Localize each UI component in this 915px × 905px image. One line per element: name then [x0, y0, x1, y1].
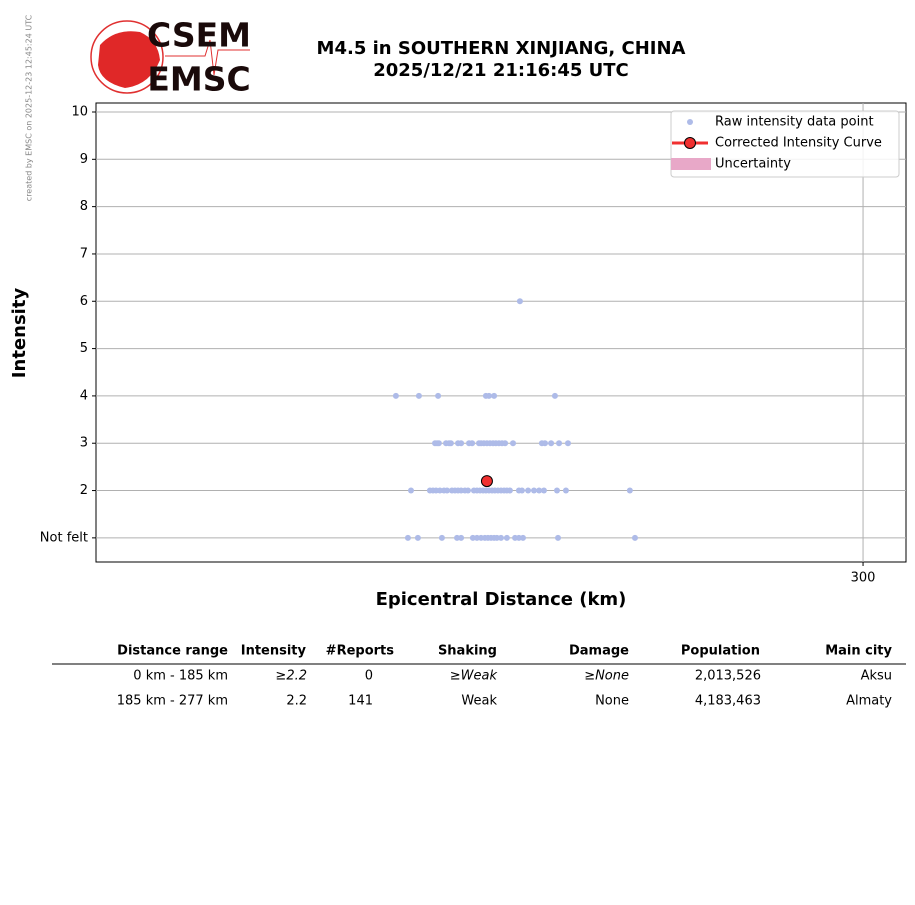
- data-point: [435, 440, 442, 447]
- data-point: [536, 487, 543, 494]
- data-point: [562, 487, 569, 494]
- y-tick-label: 7: [80, 246, 88, 261]
- data-point: [458, 534, 465, 541]
- data-point: [415, 392, 422, 399]
- table-header: Shaking: [438, 644, 497, 659]
- table-header: #Reports: [326, 644, 395, 659]
- table-cell: ≥2.2: [275, 669, 307, 684]
- legend-label: Raw intensity data point: [715, 115, 874, 130]
- y-tick-label: Not felt: [40, 530, 88, 545]
- table-cell: ≥None: [584, 669, 629, 684]
- table-cell: 2.2: [286, 694, 307, 709]
- y-tick-label: 9: [80, 152, 88, 167]
- data-point: [485, 392, 492, 399]
- data-point: [564, 440, 571, 447]
- data-point: [516, 298, 523, 305]
- legend-marker: [671, 158, 711, 170]
- y-tick-label: 8: [80, 199, 88, 214]
- table-cell: None: [595, 694, 629, 709]
- chart-title: M4.5 in SOUTHERN XINJIANG, CHINA: [317, 38, 686, 59]
- plot-frame: [95, 102, 907, 563]
- data-point: [444, 487, 451, 494]
- data-point: [510, 440, 517, 447]
- data-point: [553, 487, 560, 494]
- data-point: [435, 392, 442, 399]
- logo-bottom: EMSC: [147, 60, 250, 99]
- y-tick-label: 6: [80, 294, 88, 309]
- logo-top: CSEM: [147, 16, 251, 55]
- data-point: [548, 440, 555, 447]
- data-point: [541, 440, 548, 447]
- data-point: [465, 487, 472, 494]
- y-axis-label: Intensity: [9, 288, 30, 379]
- table-cell: 141: [348, 694, 373, 709]
- legend-box: [670, 110, 900, 178]
- credit: created by EMSC on 2025-12-23 12:45:24 U…: [25, 14, 34, 201]
- data-point: [518, 487, 525, 494]
- table-cell: 185 km - 277 km: [117, 694, 228, 709]
- data-point: [556, 440, 563, 447]
- x-axis-label: Epicentral Distance (km): [376, 589, 627, 610]
- table-cell: ≥Weak: [450, 669, 498, 684]
- data-point: [469, 440, 476, 447]
- y-tick-label: 10: [71, 104, 88, 119]
- data-point: [525, 487, 532, 494]
- data-point: [491, 392, 498, 399]
- data-point: [506, 487, 513, 494]
- table-header: Main city: [825, 644, 892, 659]
- data-point: [408, 487, 414, 494]
- data-point: [392, 392, 399, 399]
- table-cell: 2,013,526: [695, 669, 761, 684]
- data-point: [458, 440, 465, 447]
- legend-marker: [687, 119, 693, 125]
- x-tick-label: 300: [851, 571, 876, 586]
- data-point: [404, 534, 411, 541]
- data-point: [555, 534, 562, 541]
- table-cell: 0 km - 185 km: [133, 669, 228, 684]
- table-header: Intensity: [241, 644, 307, 659]
- chart-subtitle: 2025/12/21 21:16:45 UTC: [373, 60, 629, 81]
- logo: CSEM EMSC: [90, 16, 251, 99]
- y-tick-label: 4: [80, 388, 88, 403]
- data-point: [438, 534, 445, 541]
- table-cell: Almaty: [846, 694, 892, 709]
- data-point: [540, 487, 547, 494]
- data-point: [414, 534, 421, 541]
- data-point: [626, 487, 633, 494]
- table-cell: Aksu: [861, 669, 892, 684]
- corrected-point: [480, 475, 493, 488]
- data-point: [502, 440, 509, 447]
- legend-label: Corrected Intensity Curve: [715, 136, 882, 151]
- table-cell: 0: [365, 669, 373, 684]
- table-header: Population: [681, 644, 760, 659]
- legend-label: Uncertainty: [715, 157, 791, 172]
- table-header: Distance range: [117, 644, 228, 659]
- data-point: [498, 534, 504, 541]
- data-point: [503, 534, 510, 541]
- y-tick-label: 2: [80, 483, 88, 498]
- y-tick-label: 3: [80, 436, 88, 451]
- table-header: Damage: [569, 644, 629, 659]
- y-tick-label: 5: [80, 341, 88, 356]
- table-cell: 4,183,463: [695, 694, 761, 709]
- legend-marker: [684, 137, 696, 149]
- data-point: [447, 440, 454, 447]
- data-point: [519, 534, 526, 541]
- data-point: [551, 392, 558, 399]
- data-point: [631, 534, 638, 541]
- data-point: [530, 487, 537, 494]
- table-cell: Weak: [461, 694, 497, 709]
